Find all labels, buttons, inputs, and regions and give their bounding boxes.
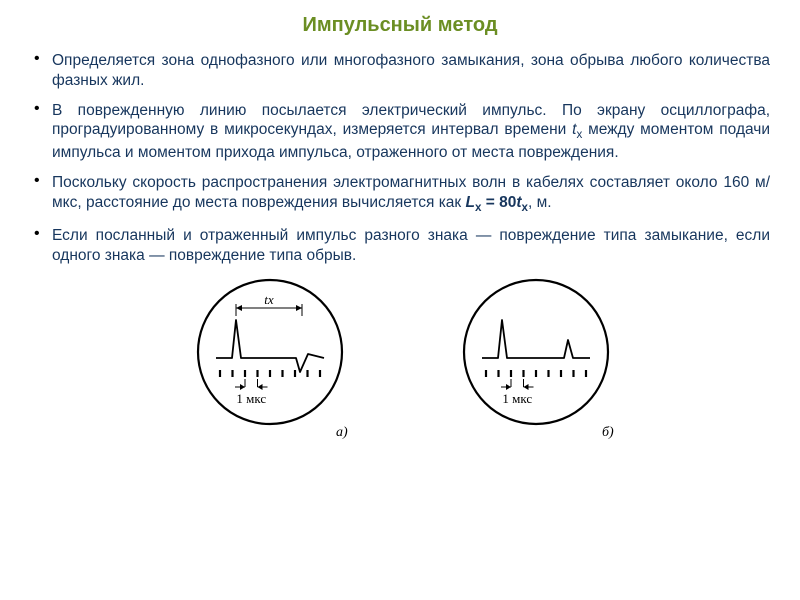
- b3-post: , м.: [528, 194, 552, 211]
- oscilloscope-figures: tx 1 мкс а) 1 мкс б): [30, 276, 770, 457]
- slide-title: Импульсный метод: [30, 14, 770, 37]
- bullet-1: Определяется зона однофазного или многоф…: [30, 51, 770, 91]
- figure-svg: tx 1 мкс а) 1 мкс б): [170, 276, 630, 452]
- svg-text:1 мкс: 1 мкс: [236, 391, 266, 406]
- svg-text:tx: tx: [264, 292, 274, 307]
- bullet-4: Если посланный и отраженный импульс разн…: [30, 226, 770, 266]
- b1-accent: зона однофазного или многофазного замыка…: [162, 52, 521, 69]
- b3-mid: = 80: [481, 194, 516, 211]
- svg-text:а): а): [336, 425, 348, 440]
- bullet-3: Поскольку скорость распространения элект…: [30, 173, 770, 216]
- bullet-2: В поврежденную линию посылается электрич…: [30, 101, 770, 164]
- svg-text:1 мкс: 1 мкс: [502, 391, 532, 406]
- b1-pre: Определяется: [52, 52, 162, 69]
- svg-text:б): б): [602, 425, 614, 440]
- b3-pre: Поскольку скорость распространения элект…: [52, 174, 770, 211]
- b3-L: L: [466, 194, 475, 211]
- bullet-list: Определяется зона однофазного или многоф…: [30, 51, 770, 266]
